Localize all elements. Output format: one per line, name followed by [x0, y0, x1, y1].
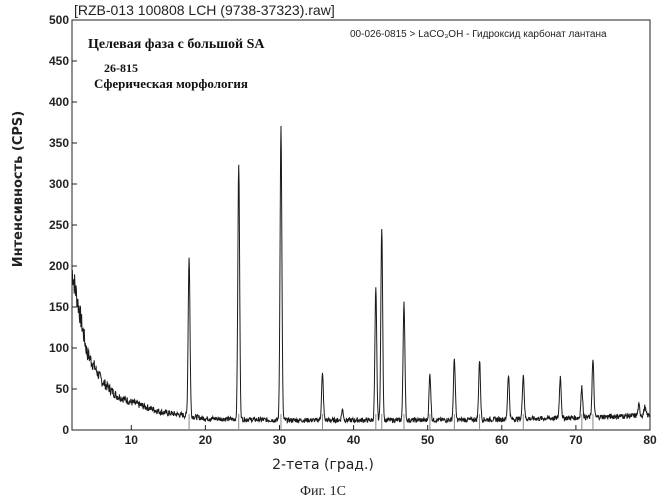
x-tick-label: 80 [643, 433, 657, 447]
y-tick-label: 450 [49, 54, 69, 68]
y-tick-label: 250 [49, 218, 69, 232]
x-tick-label: 30 [273, 433, 287, 447]
y-axis-title: Интенсивность (CPS) [11, 111, 26, 267]
y-tick-label: 200 [49, 259, 69, 273]
y-tick-label: 350 [49, 136, 69, 150]
x-tick-label: 50 [421, 433, 435, 447]
peak-point [238, 163, 240, 165]
diffraction-trace [72, 126, 650, 423]
morphology-annotation: Сферическая морфология [94, 76, 248, 91]
x-tick-label: 70 [569, 433, 583, 447]
peak-markers [188, 126, 646, 411]
phase-annotation: Целевая фаза с большой SA [88, 37, 265, 52]
x-tick-label: 20 [199, 433, 213, 447]
x-tick-label: 40 [347, 433, 361, 447]
y-tick-label: 400 [49, 95, 69, 109]
x-axis: 10 20 30 40 50 60 70 80 [125, 425, 657, 447]
y-tick-label: 150 [49, 300, 69, 314]
peak-point [479, 359, 481, 361]
card-annotation: 26-815 [104, 61, 138, 75]
figure-caption: Фиг. 1С [300, 484, 346, 499]
peak-point [381, 226, 383, 228]
chart-title: [RZB-013 100808 LCH (9738-37323).raw] [74, 2, 335, 18]
y-tick-label: 0 [62, 423, 69, 437]
y-axis: 0 50 100 150 200 250 300 350 400 450 500 [49, 13, 77, 437]
y-tick-label: 500 [49, 13, 69, 27]
x-tick-label: 10 [125, 433, 139, 447]
x-axis-title: 2-тета (град.) [272, 457, 374, 473]
x-tick-label: 60 [495, 433, 509, 447]
y-tick-label: 50 [56, 382, 70, 396]
y-tick-label: 100 [49, 341, 69, 355]
reference-label: 00-026-0815 > LaCO₃OH - Гидроксид карбон… [350, 28, 607, 40]
peak-point [507, 373, 509, 375]
peak-point [188, 255, 190, 257]
y-tick-label: 300 [49, 177, 69, 191]
